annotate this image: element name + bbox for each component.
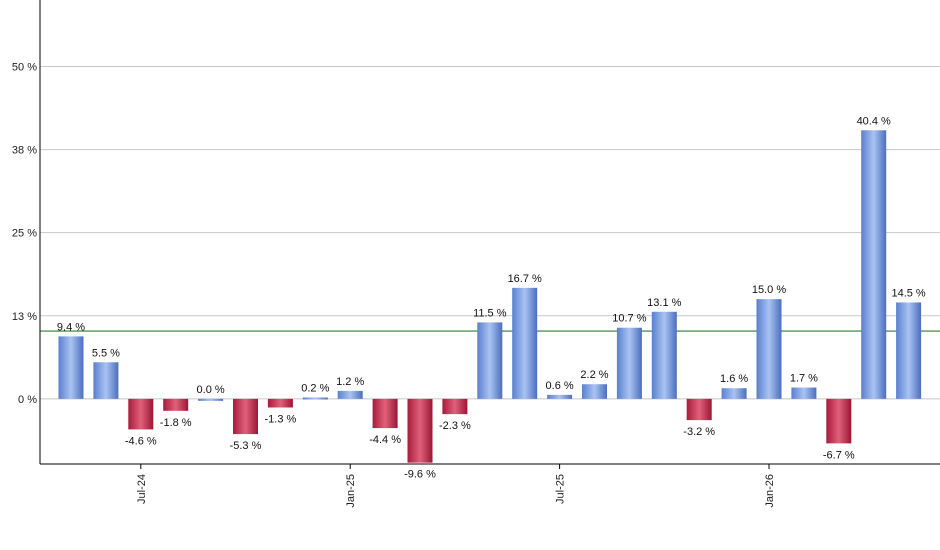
bar [337,390,363,399]
data-labels: 9.4 % 5.5 % -4.6 %-1.8 % 0.0 % -5.3 % -1.3 % 0… [57,115,926,480]
bar [58,336,84,399]
data-label: 5.5 % [92,347,120,359]
data-label: -4.6 % [125,435,157,447]
data-label: 0.0 % [197,384,225,396]
bar [512,287,538,399]
data-label: 40.4 % [857,115,891,127]
data-label: 11.5 % [473,307,507,319]
x-tick-label: Jul-25 [555,474,567,504]
bar [861,130,887,399]
bar [826,398,852,444]
data-label: -1.3 % [265,413,297,425]
x-tick-label: Jan-26 [764,474,776,508]
bar [582,384,607,399]
bar [302,397,328,400]
data-label: -3.2 % [683,426,715,438]
data-label: -1.8 % [160,417,192,429]
bar [233,398,258,435]
data-label: 13.1 % [647,297,681,309]
data-label: 9.4 % [57,321,85,333]
bar [477,322,503,399]
axes [39,0,940,465]
y-tick-label: 38 % [12,145,37,157]
data-label: -4.4 % [369,434,401,446]
data-label: 15.0 % [752,284,786,296]
bar [163,398,189,411]
y-axis-tick-labels: 0 % 13 % 25 % 38 % 50 % [12,61,37,405]
bar [616,327,642,399]
data-label: -6.7 % [823,449,855,461]
data-label: 1.2 % [336,376,364,388]
bar [756,299,782,399]
data-label: 14.5 % [891,287,925,299]
data-label: 0.2 % [301,383,329,395]
bars [58,130,922,463]
y-tick-label: 13 % [12,311,37,323]
data-label: 16.7 % [508,273,542,285]
data-label: 2.2 % [580,369,608,381]
bar [93,362,119,399]
bar [686,398,712,421]
bar [267,398,293,408]
bar [547,394,573,399]
bar [372,398,398,429]
data-label: 0.6 % [546,380,574,392]
bar [407,398,433,463]
bar [128,398,154,430]
bar [442,398,468,415]
x-axis-tick-labels: Jul-24 Jan-25 Jul-25 Jan-26 [136,464,776,508]
data-label: -9.6 % [404,469,436,481]
bar [651,311,677,399]
data-label: -5.3 % [230,440,262,452]
data-label: 1.6 % [720,373,748,385]
bar [198,398,224,401]
data-label: 1.7 % [790,373,818,385]
data-label: -2.3 % [439,420,471,432]
y-tick-label: 0 % [18,394,37,406]
y-tick-label: 25 % [12,228,37,240]
y-tick-label: 50 % [12,61,37,73]
data-label: 10.7 % [612,313,646,325]
bar [721,388,747,399]
bar [896,302,922,399]
x-tick-label: Jul-24 [136,474,148,504]
x-tick-label: Jan-25 [345,474,357,508]
bar [791,387,817,399]
